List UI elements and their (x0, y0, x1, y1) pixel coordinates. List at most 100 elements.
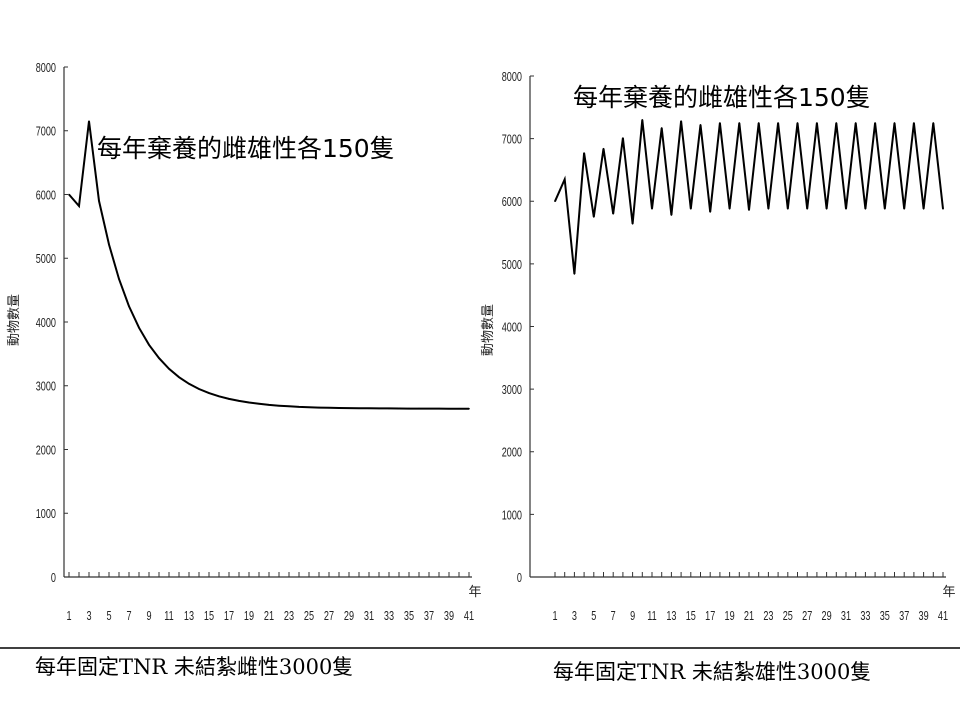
data-point (893, 122, 896, 124)
x-tick-label: 31 (841, 610, 851, 624)
data-point (767, 207, 770, 210)
data-point (612, 212, 614, 215)
x-tick-label: 19 (244, 610, 254, 624)
data-point (738, 122, 741, 124)
data-point (168, 367, 170, 370)
x-tick-label: 35 (880, 610, 890, 624)
x-tick-label: 9 (146, 610, 151, 624)
data-point (388, 407, 390, 410)
data-point (78, 205, 80, 207)
x-tick-label: 27 (802, 610, 812, 624)
data-point (398, 407, 400, 410)
data-point (288, 405, 290, 408)
data-point (428, 407, 430, 410)
data-point (218, 395, 220, 398)
x-tick-label: 19 (725, 610, 735, 624)
data-point (816, 122, 818, 124)
x-tick-label: 33 (384, 610, 394, 624)
data-point (128, 305, 130, 308)
data-point (268, 404, 270, 406)
data-point (641, 119, 644, 121)
data-point (238, 400, 240, 402)
y-tick-label: 4000 (36, 317, 56, 331)
data-point (418, 407, 420, 410)
data-point (825, 207, 828, 210)
data-point (308, 406, 310, 409)
data-point (748, 209, 750, 211)
data-point (699, 124, 702, 126)
data-point (806, 207, 808, 210)
data-point (787, 207, 789, 210)
data-point (458, 407, 460, 410)
y-tick-label: 8000 (36, 62, 56, 76)
x-tick-label: 31 (364, 610, 374, 624)
x-tick-label: 17 (705, 610, 715, 624)
x-tick-label: 41 (464, 610, 474, 624)
data-point (318, 406, 320, 409)
data-point (198, 388, 200, 390)
data-point (438, 407, 440, 410)
x-tick-label: 17 (224, 610, 234, 624)
annotation: 每年棄養的雌雄性各150隻 (573, 83, 871, 112)
data-point (854, 122, 857, 124)
x-tick-label: 37 (424, 610, 434, 624)
y-axis-label: 動物數量 (480, 304, 495, 356)
data-point (719, 122, 721, 124)
x-tick-label: 33 (860, 610, 870, 624)
data-point (884, 207, 886, 210)
y-tick-label: 5000 (36, 253, 56, 267)
data-point (358, 407, 360, 410)
data-point (690, 207, 692, 210)
data-point (903, 207, 905, 210)
data-point (138, 326, 140, 329)
series-line (554, 119, 944, 275)
data-point (845, 207, 847, 210)
data-point (258, 402, 260, 405)
data-point (148, 343, 150, 346)
data-point (670, 214, 673, 216)
data-point (593, 216, 595, 218)
data-point (602, 147, 605, 150)
data-point (348, 407, 350, 409)
data-point (864, 207, 867, 210)
data-point (408, 407, 410, 410)
data-point (874, 122, 876, 124)
y-tick-label: 7000 (502, 133, 522, 147)
x-tick-label: 35 (404, 610, 414, 624)
y-axis-label: 動物數量 (6, 294, 21, 346)
x-tick-label: 23 (763, 610, 773, 624)
data-point (178, 376, 180, 379)
x-tick-label: 7 (611, 610, 616, 624)
data-point (835, 122, 838, 124)
data-point (298, 406, 300, 408)
data-point (208, 392, 210, 394)
data-point (278, 404, 280, 407)
y-tick-label: 0 (517, 572, 522, 586)
data-point (338, 407, 340, 409)
x-tick-label: 25 (304, 610, 314, 624)
x-tick-label: 1 (552, 610, 557, 624)
x-tick-label: 1 (66, 610, 71, 624)
data-point (368, 407, 370, 410)
x-tick-label: 21 (264, 610, 274, 624)
data-point (777, 122, 779, 124)
x-tick-label: 13 (184, 610, 194, 624)
data-point (108, 243, 110, 246)
data-point (728, 207, 731, 210)
y-tick-label: 4000 (502, 321, 522, 335)
data-point (68, 193, 70, 196)
x-tick-label: 25 (783, 610, 793, 624)
x-tick-label: 39 (444, 610, 454, 624)
x-tick-label: 11 (647, 610, 656, 624)
y-tick-label: 6000 (502, 196, 522, 210)
data-point (98, 200, 100, 202)
data-point (158, 357, 160, 359)
x-tick-label: 5 (106, 610, 111, 624)
data-point (378, 407, 380, 410)
y-tick-label: 1000 (36, 508, 56, 522)
data-point (228, 398, 230, 400)
x-tick-label: 11 (164, 610, 173, 624)
data-point (631, 222, 634, 225)
